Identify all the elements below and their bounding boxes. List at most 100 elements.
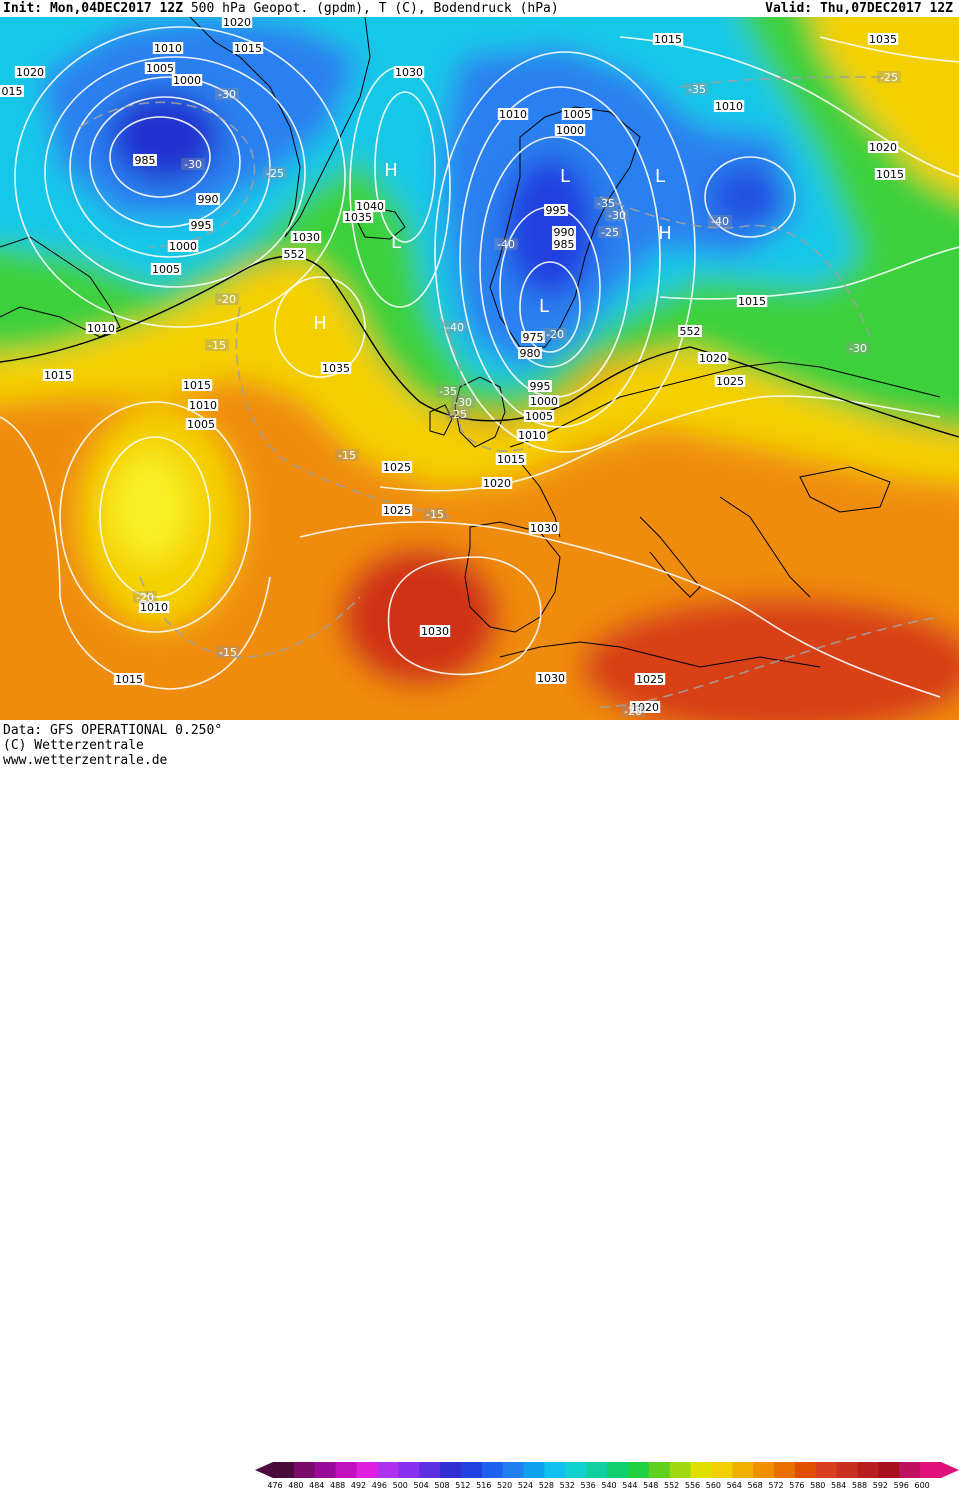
colorbar-swatch [836,1462,858,1478]
colorbar-swatch [460,1462,483,1478]
field-dark-blue-east-2 [710,167,780,227]
pressure-label-text: 1035 [322,362,350,375]
colorbar-tick-label: 556 [685,1481,700,1490]
low-pressure-center: L [560,166,570,187]
pressure-label-text: 1040 [356,200,384,213]
product-title: 500 hPa Geopot. (gpdm), T (C), Bodendruc… [190,1,559,16]
pressure-label: 1015 [181,379,213,392]
pressure-label-text: 1005 [146,62,174,75]
pressure-label-text: 1000 [556,124,584,137]
temperature-label-text: -30 [608,209,626,222]
pressure-label-box [523,410,555,422]
temperature-label: -30 [451,396,475,409]
pressure-label-text: 1015 [234,42,262,55]
colorbar-tick-label: 576 [789,1481,804,1490]
pressure-label: 1025 [381,504,413,517]
pressure-label: 990 [196,193,220,206]
temperature-labels: -30-30-25-20-15-35-25-35-30-25-40-40-40-… [133,71,901,718]
colorbar-swatch [481,1462,504,1478]
pressure-label-box [544,204,568,216]
temperature-label-box [708,215,732,227]
colorbar-tick-label: 544 [622,1481,637,1490]
pressure-label-box [736,295,768,307]
header-left: Init: Mon,04DEC2017 12Z 500 hPa Geopot. … [3,0,559,17]
pressure-label: 1010 [152,42,184,55]
pressure-label-text: 1000 [169,240,197,253]
pressure-label-text: 975 [523,331,544,344]
coast-black-sea [799,466,891,513]
geopotential-label-box [678,325,702,337]
colorbar-swatch [815,1462,838,1478]
colorbar-swatch [398,1462,420,1478]
pressure-label: 1025 [714,375,746,388]
colorbar-swatch [607,1462,629,1478]
colorbar-tick-label: 516 [476,1481,491,1490]
temperature-label-text: -15 [338,449,356,462]
temperature-label-text: -30 [184,158,202,171]
pressure-label-text: 1025 [383,461,411,474]
colorbar-tick-label: 564 [727,1481,742,1490]
isotherm-se [599,616,941,708]
pressure-label-text: 1030 [537,672,565,685]
colorbar-tick-label: 588 [852,1481,867,1490]
pressure-label: 1015 [652,33,684,46]
colorbar-tick-label: 548 [643,1481,658,1490]
pressure-label: 1000 [167,240,199,253]
geopotential-label: 552 [678,325,702,338]
pressure-label-text: 1015 [44,369,72,382]
isotherm-ne [679,76,901,88]
pressure-label-box [874,168,906,180]
colorbar-tick-label: 476 [267,1481,282,1490]
colorbar-swatch [586,1462,608,1478]
pressure-label: 1015 [232,42,264,55]
isobar-low-atlantic-2 [59,401,251,633]
high-pressure-center: H [313,313,327,334]
pressure-label: 1035 [342,211,374,224]
colorbar-tick-label: 580 [810,1481,825,1490]
pressure-centers: H L H L L H L [313,160,672,334]
temperature-label-box [133,591,157,603]
pressure-label-box [381,504,413,516]
pressure-label-text: 1010 [189,399,217,412]
colorbar-swatch [273,1462,295,1478]
isobar-low-west-4 [44,56,306,288]
pressure-label: 1025 [381,461,413,474]
isobar-low-atlantic-1 [99,436,211,598]
colorbar-max-arrow [941,1462,959,1478]
isobar-1035-ne [819,36,959,63]
colorbar-swatch [711,1462,733,1478]
pressure-label-text: 1020 [16,66,44,79]
pressure-label-text: 1015 [876,168,904,181]
init-label: Init: [3,1,43,16]
coast-scandinavia [489,106,641,348]
pressure-label: 1020 [867,141,899,154]
colorbar-tick-label: 504 [413,1481,428,1490]
pressure-label: 1005 [185,418,217,431]
pressure-label: 985 [133,154,157,167]
pressure-label-box [185,418,217,430]
pressure-label-text: 1010 [87,322,115,335]
low-pressure-center: L [539,296,549,317]
pressure-label: 995 [189,219,213,232]
pressure-label: 1020 [629,701,661,714]
pressure-label-text: 1015 [115,673,143,686]
header-right: Valid: Thu,07DEC2017 12Z [765,0,953,17]
pressure-label-box [342,211,374,223]
pressure-label-box [290,231,322,243]
pressure-label: 1040 [354,200,386,213]
colorbar-tick-label: 568 [747,1481,762,1490]
temperature-label: -20 [133,591,157,604]
pressure-label-box [171,74,203,86]
temperature-label: -40 [494,238,518,251]
pressure-label-text: 1030 [530,522,558,535]
temperature-label-text: -20 [218,293,236,306]
pressure-label-box [14,66,46,78]
copyright: (C) Wetterzentrale [3,738,144,753]
colorbar-swatch [356,1462,378,1478]
pressure-label-text: 980 [520,347,541,360]
pressure-label: 1005 [150,263,182,276]
pressure-label-box [528,522,560,534]
pressure-label-box [42,369,74,381]
pressure-label-box [113,673,145,685]
